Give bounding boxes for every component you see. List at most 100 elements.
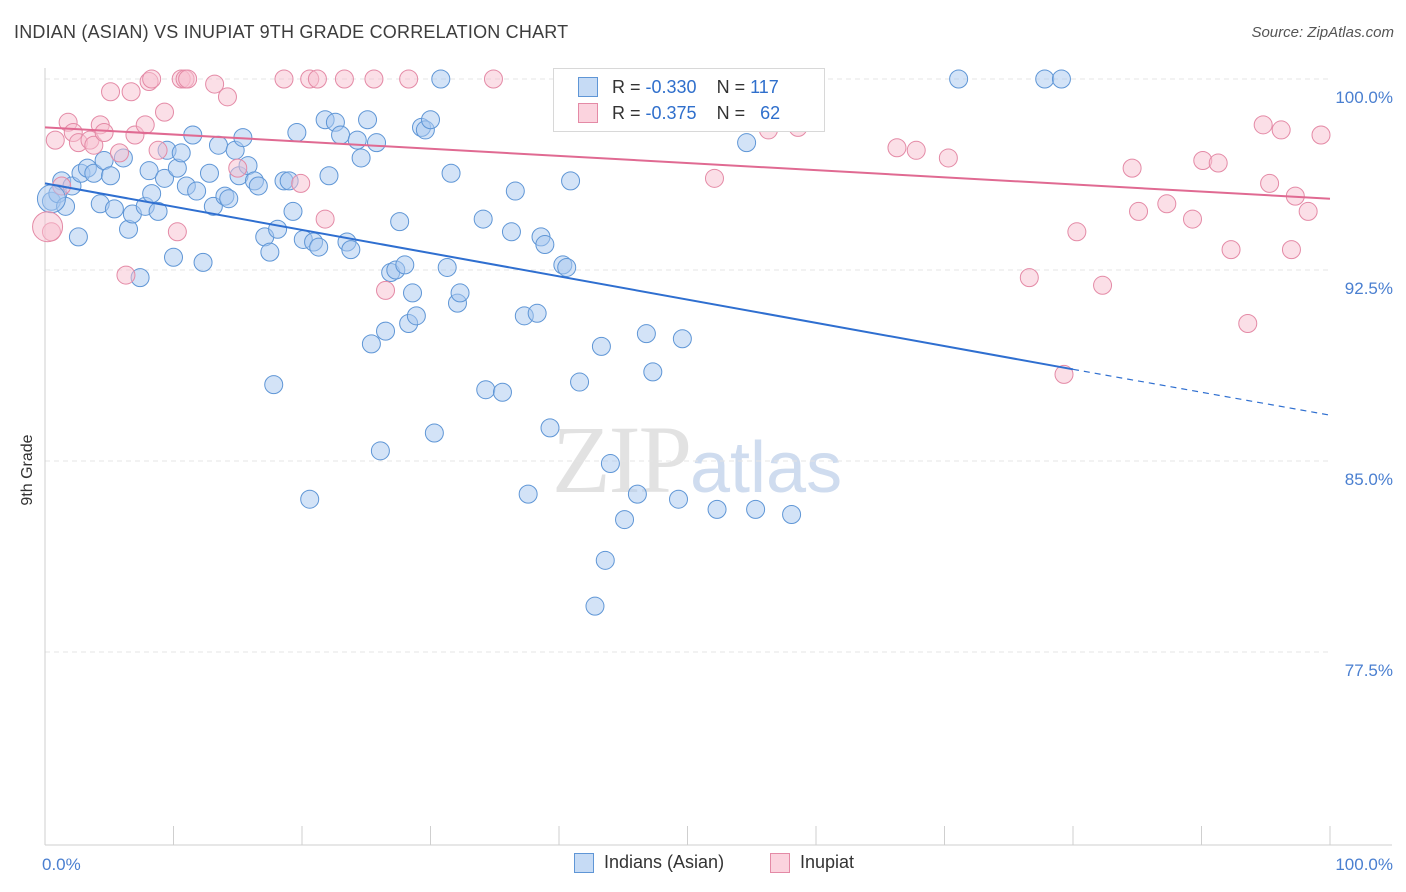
inupiat-point (1253, 115, 1273, 135)
r-value: -0.375 (645, 102, 697, 123)
indians-point (36, 184, 66, 214)
indians-point (636, 324, 656, 344)
indians-point (707, 499, 727, 519)
inupiat-point (1311, 125, 1331, 145)
indians-point (591, 336, 611, 356)
series-legend-inupiat[interactable]: Inupiat (770, 852, 854, 873)
inupiat-point (110, 143, 130, 163)
inupiat-point (1019, 268, 1039, 288)
indians-point (600, 454, 620, 474)
indians-point (361, 334, 381, 354)
chart-title: INDIAN (ASIAN) VS INUPIAT 9TH GRADE CORR… (14, 22, 569, 42)
series-label-inupiat: Inupiat (800, 852, 855, 872)
indians-point (219, 189, 239, 209)
y-tick-label: 92.5% (1345, 279, 1393, 298)
indians-point (148, 201, 168, 221)
indians-point (595, 550, 615, 570)
indians-point (300, 489, 320, 509)
indians-point (395, 255, 415, 275)
series-label-indians: Indians (Asian) (604, 852, 725, 872)
inupiat-point (94, 122, 114, 142)
n-value: 117 (750, 76, 779, 97)
indians-point (782, 504, 802, 524)
inupiat-point (315, 209, 335, 229)
inupiat-point (1129, 201, 1149, 221)
indians-point (390, 212, 410, 232)
x-tick-label: 0.0% (42, 855, 81, 874)
inupiat-point (291, 173, 311, 193)
inupiat-point (135, 115, 155, 135)
indians-point (737, 133, 757, 153)
inupiat-point (155, 102, 175, 122)
inupiat-point (483, 69, 503, 89)
legend-swatch-indians (578, 77, 598, 97)
inupiat-point (45, 130, 65, 150)
indians-point (540, 418, 560, 438)
indians-point (309, 237, 329, 257)
indians-point (208, 135, 228, 155)
indians-point (441, 163, 461, 183)
indians-point (347, 130, 367, 150)
inupiat-point (887, 138, 907, 158)
indians-point (319, 166, 339, 186)
inupiat-trend-line (44, 126, 1331, 200)
watermark-zip: ZIP (552, 406, 692, 513)
watermark: ZIPatlas (552, 404, 842, 515)
indians-point (561, 171, 581, 191)
inupiat-point (84, 135, 104, 155)
inupiat-point (1281, 240, 1301, 260)
indians-point (424, 423, 444, 443)
indians-point (431, 69, 451, 89)
indians-point (421, 110, 440, 130)
indians-trend-line (44, 182, 1074, 371)
series-swatch-indians (574, 852, 594, 873)
inupiat-point (148, 140, 168, 160)
indians-point (1051, 69, 1071, 89)
indians-point (331, 125, 351, 145)
indians-point (367, 133, 387, 153)
inupiat-point (906, 140, 926, 160)
series-legend-indians[interactable]: Indians (Asian) (574, 852, 724, 873)
source-label: Source: ZipAtlas.com (1251, 24, 1394, 41)
inupiat-point (121, 82, 141, 102)
indians-point (1035, 69, 1055, 89)
indians-point (406, 306, 426, 326)
indians-point (450, 283, 470, 303)
indians-point (139, 161, 159, 181)
inupiat-point (334, 69, 354, 89)
indians-point (627, 484, 647, 504)
indians-point (171, 143, 191, 163)
indians-point (68, 227, 88, 247)
inupiat-point (142, 69, 162, 89)
n-label: N = (716, 102, 746, 123)
indians-point (437, 257, 457, 277)
inupiat-point (376, 280, 396, 300)
n-value: 62 (760, 102, 781, 123)
inupiat-point (938, 148, 958, 168)
indians-point (669, 489, 689, 509)
indians-point (187, 181, 207, 201)
indians-point (341, 240, 361, 260)
y-tick-label: 77.5% (1345, 661, 1393, 680)
indians-point (746, 499, 766, 519)
indians-point (260, 242, 280, 262)
indians-point (264, 375, 284, 395)
indians-point (268, 219, 288, 239)
inupiat-point (32, 211, 64, 243)
inupiat-point (364, 69, 384, 89)
y-tick-label: 85.0% (1345, 470, 1393, 489)
legend-swatch-inupiat (578, 103, 598, 123)
indians-point (518, 484, 538, 504)
indians-point (557, 257, 577, 277)
indians-point (248, 176, 268, 196)
inupiat-point (167, 222, 187, 242)
y-tick-label: 100.0% (1335, 88, 1393, 107)
stats-legend-row-indians: R = -0.330 N = 117 (578, 75, 779, 99)
inupiat-point (116, 265, 136, 285)
inupiat-point (101, 82, 121, 102)
indians-point (476, 380, 496, 400)
stats-legend: R = -0.330 N = 117 R = -0.375 N = 62 (553, 68, 825, 132)
inupiat-point (1208, 153, 1228, 173)
r-value: -0.330 (645, 76, 697, 97)
inupiat-point (274, 69, 294, 89)
